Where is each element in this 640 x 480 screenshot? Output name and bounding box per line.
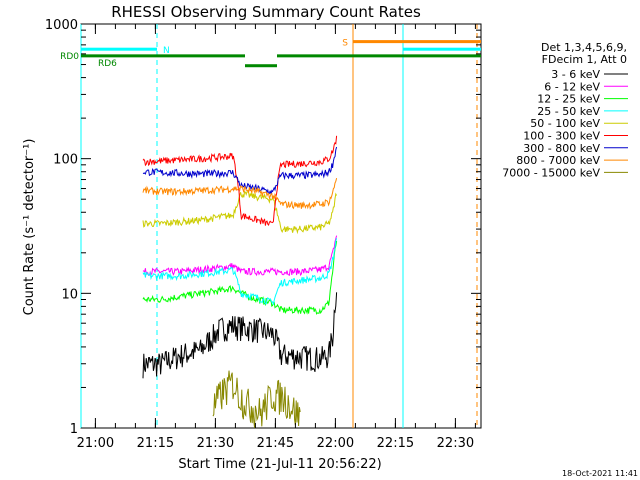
x-tick-label-1: 21:15 [137,436,174,451]
series-line-6 [142,146,338,195]
annotation-rd6: RD6 [98,59,117,69]
plot-frame [80,23,482,429]
legend-label-3: 25 - 50 keV [537,105,600,118]
flag-bar-2 [403,47,481,51]
legend-label-7: 800 - 7000 keV [516,154,600,167]
timestamp: 18-Oct-2021 11:41 [562,469,638,478]
legend-header-1: FDecim 1, Att 0 [542,53,627,66]
x-axis-label: Start Time (21-Jul-11 20:56:22) [178,457,381,472]
legend-label-5: 100 - 300 keV [523,130,600,143]
y-tick-label-2: 100 [53,153,78,168]
flag-bar-1 [353,40,481,44]
series-line-2 [142,240,338,315]
legend-label-0: 3 - 6 keV [551,68,600,81]
time-markers [80,24,478,428]
plot-border [80,23,482,429]
legend-label-4: 50 - 100 keV [530,117,600,130]
legend-header-0: Det 1,3,4,5,6,9, [541,41,627,54]
y-tick-label-3: 1000 [45,18,78,33]
legend-label-6: 300 - 800 keV [523,142,600,155]
series-group [142,135,338,428]
y-tick-label-0: 1 [70,422,78,437]
annotation-s: S [342,39,348,49]
flag-bars: N S RD0 RD6 [60,39,481,69]
x-tick-label-5: 22:15 [377,436,414,451]
series-line-4 [142,190,338,235]
series-line-1 [142,235,338,277]
flag-bar-5 [277,54,481,58]
annotation-rd0: RD0 [60,52,79,62]
series-line-0 [142,292,338,379]
axis-ticks: 1 10 100 1000 21:00 21:15 21:30 21:45 22:00 22:15… [45,18,481,451]
chart-title: RHESSI Observing Summary Count Rates [111,3,421,21]
legend-label-1: 6 - 12 keV [544,80,600,93]
legend-label-8: 7000 - 15000 keV [502,166,600,179]
flag-bar-4 [245,64,277,68]
x-tick-label-6: 22:30 [437,436,474,451]
flag-bar-0 [81,47,157,51]
y-axis-label: Count Rate (s⁻¹ detector⁻¹) [22,139,37,316]
x-tick-label-3: 21:45 [257,436,294,451]
series-line-5 [142,135,338,227]
series-line-8 [212,370,301,428]
series-line-3 [142,238,338,305]
legend: Det 1,3,4,5,6,9,FDecim 1, Att 0 3 - 6 keV… [502,41,628,179]
x-tick-label-0: 21:00 [77,436,114,451]
x-tick-label-4: 22:00 [317,436,354,451]
legend-label-2: 12 - 25 keV [537,93,600,106]
x-tick-label-2: 21:30 [197,436,234,451]
flag-bar-3 [81,54,245,58]
y-tick-label-1: 10 [61,287,78,302]
annotation-n: N [163,46,170,56]
series-line-7 [142,177,338,210]
